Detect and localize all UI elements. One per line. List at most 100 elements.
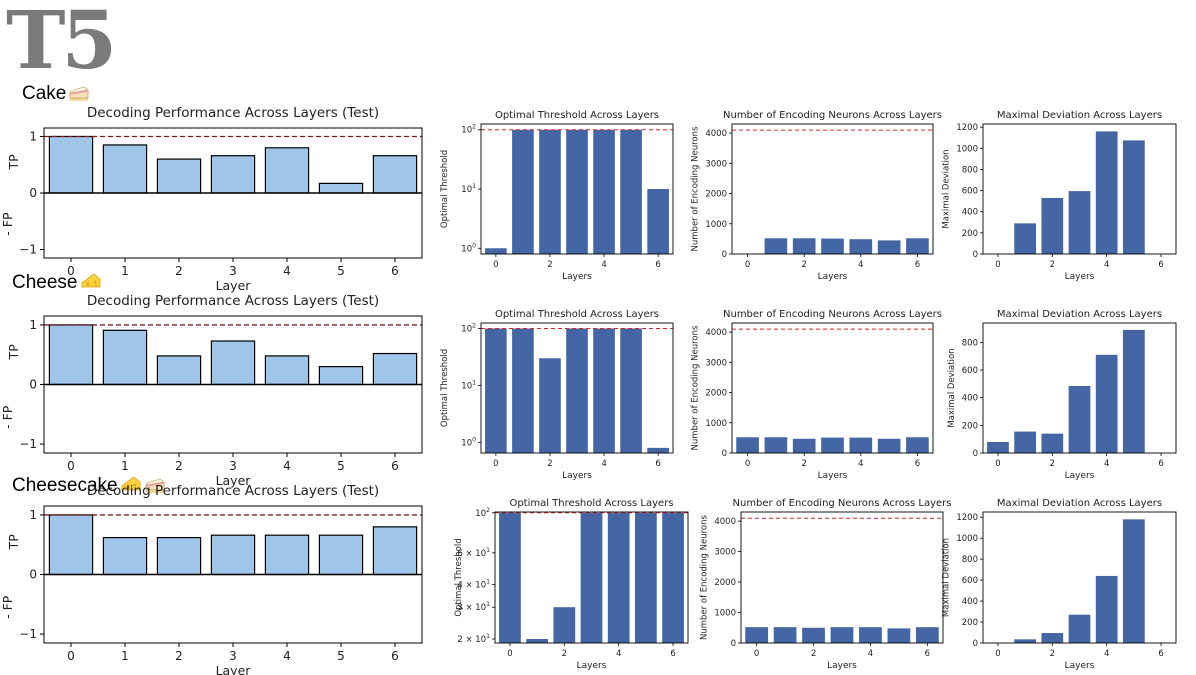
y-tick-label: 400	[962, 597, 978, 607]
x-tick-label: 2	[175, 649, 183, 663]
chart-title: Decoding Performance Across Layers (Test…	[87, 293, 379, 309]
x-tick-label: 4	[858, 459, 863, 469]
bar-layer-5	[634, 512, 657, 643]
x-tick-label: 4	[283, 649, 291, 663]
y-tick-label: 0	[973, 449, 978, 459]
x-axis-label: Layer	[216, 663, 252, 675]
model-logo: T5	[6, 0, 117, 87]
x-axis-label: Layers	[562, 471, 592, 481]
chart-title: Decoding Performance Across Layers (Test…	[87, 483, 379, 499]
x-axis-label: Layers	[1065, 272, 1095, 282]
bar-layer-3	[821, 238, 844, 254]
chart-title: Maximal Deviation Across Layers	[997, 309, 1162, 320]
plot-frame	[982, 511, 1177, 644]
y-tick-label: 1000	[705, 220, 727, 230]
bar-layer-1	[1014, 431, 1037, 453]
y-tick-label: 1000	[956, 144, 978, 154]
x-tick-label: 6	[1158, 649, 1163, 659]
bar-layer-3	[1068, 385, 1091, 453]
y-axis-label-fp: - FP	[0, 405, 15, 429]
x-axis-label: Layer	[216, 278, 252, 293]
plot-frame	[731, 322, 934, 454]
y-tick-label: −1	[19, 437, 37, 451]
chart-title: Optimal Threshold Across Layers	[495, 309, 659, 320]
y-tick-label: 1	[29, 508, 37, 522]
y-tick-label: 6 × 101	[457, 547, 490, 559]
bar-layer-2	[553, 607, 576, 643]
bar-layer-4	[593, 328, 615, 453]
y-tick-label: 101	[461, 379, 476, 391]
bar-layer-2	[156, 355, 202, 386]
x-tick-label: 6	[391, 459, 399, 473]
y-tick-label: 600	[962, 366, 978, 376]
bar-layer-4	[849, 437, 873, 453]
x-tick-label: 1	[121, 264, 129, 278]
x-tick-label: 3	[229, 459, 237, 473]
cake-icon	[68, 82, 90, 108]
bar-layer-4	[1095, 131, 1118, 254]
y-tick-label: 0	[973, 250, 978, 260]
x-tick-label: 6	[1158, 260, 1163, 270]
bar-layer-5	[620, 328, 642, 453]
x-axis-label: Layer	[216, 473, 252, 488]
y-tick-label: 600	[962, 187, 978, 197]
x-tick-label: 4	[601, 459, 606, 469]
bar-layer-3	[210, 534, 256, 576]
row-label-cheese: Cheese	[12, 271, 102, 297]
bar-layer-1	[764, 437, 788, 453]
row-label-cheesecake: Cheesecake	[12, 474, 166, 500]
row-label-text: Cheesecake	[12, 475, 118, 496]
x-tick-label: 2	[1050, 459, 1055, 469]
bar-layer-4	[264, 534, 310, 576]
x-tick-label: 0	[67, 649, 75, 663]
x-tick-label: 0	[493, 459, 498, 469]
x-axis-label: Layers	[827, 661, 857, 671]
bar-layer-2	[1041, 197, 1064, 254]
bar-layer-4	[1095, 575, 1118, 643]
y-axis-label-fp: - FP	[0, 595, 15, 619]
bar-layer-1	[1014, 639, 1037, 643]
y-tick-label: 1000	[956, 534, 978, 544]
bar-layer-3	[830, 627, 854, 643]
bar-layer-4	[1095, 354, 1118, 453]
chart-title: Optimal Threshold Across Layers	[495, 110, 659, 121]
y-tick-label: 200	[962, 229, 978, 239]
x-tick-label: 2	[562, 649, 567, 659]
x-tick-label: 2	[1050, 260, 1055, 270]
cheese-icon	[80, 271, 102, 297]
bar-layer-2	[1041, 433, 1064, 453]
y-tick-label: 3000	[705, 358, 727, 368]
y-tick-label: 4000	[714, 517, 736, 527]
cheese-icon	[120, 474, 142, 500]
bar-layer-6	[662, 512, 684, 643]
bar-layer-6	[372, 352, 418, 386]
bar-layer-0	[485, 248, 507, 254]
bar-layer-2	[792, 438, 816, 453]
x-tick-label: 0	[493, 260, 498, 270]
bar-layer-4	[264, 147, 310, 194]
bar-layer-3	[210, 155, 256, 194]
bar-layer-3	[210, 340, 256, 386]
bar-layer-4	[607, 512, 630, 643]
plot-frame	[982, 322, 1177, 454]
y-tick-label: 200	[962, 421, 978, 431]
bar-layer-3	[821, 437, 844, 453]
bar-layer-6	[647, 189, 669, 254]
y-tick-label: 101	[461, 183, 476, 195]
x-tick-label: 4	[1104, 260, 1109, 270]
y-tick-label: 1	[29, 129, 37, 143]
x-tick-label: 0	[67, 459, 75, 473]
plot-frame	[480, 322, 674, 454]
plot-frame	[494, 511, 689, 644]
x-tick-label: 1	[121, 649, 129, 663]
y-tick-label: 600	[962, 576, 978, 586]
x-tick-label: 6	[391, 264, 399, 278]
bar-layer-5	[877, 240, 901, 254]
bar-layer-0	[485, 328, 507, 453]
x-tick-label: 6	[655, 260, 660, 270]
